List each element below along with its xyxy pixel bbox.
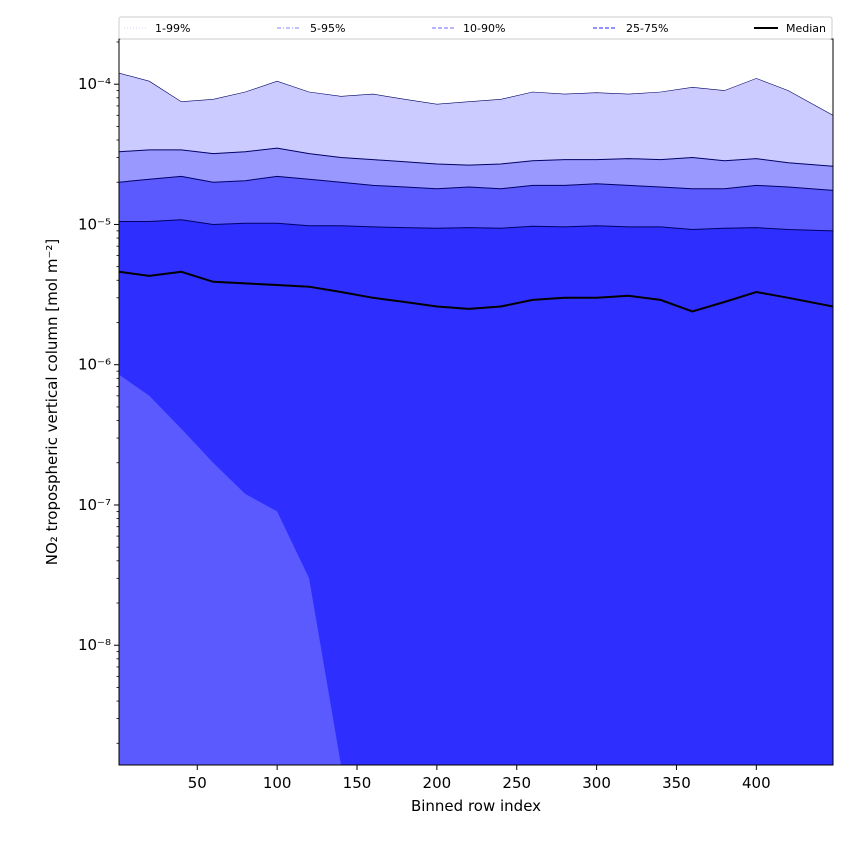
line-5-95-upper	[119, 147, 833, 167]
y-tick-label: 10⁻⁶	[78, 356, 111, 374]
x-axis: 50 100 150 200 250 300 350 400	[188, 765, 771, 792]
x-tick-label: 200	[423, 774, 452, 792]
line-group	[119, 72, 833, 313]
x-tick-label: 350	[662, 774, 691, 792]
legend: 1-99% 5-95% 10-90% 25-75% Median	[118, 16, 833, 40]
x-tick-label: 50	[188, 774, 207, 792]
line-25-75-upper	[119, 219, 833, 232]
y-tick-label: 10⁻⁷	[78, 496, 111, 514]
median-line	[119, 270, 833, 313]
legend-label: 25-75%	[626, 22, 668, 35]
x-tick-label: 300	[582, 774, 611, 792]
x-axis-title: Binned row index	[411, 797, 541, 815]
legend-label: Median	[786, 22, 826, 35]
x-tick-label: 250	[502, 774, 531, 792]
y-tick-label: 10⁻⁴	[78, 75, 111, 93]
y-tick-label: 10⁻⁵	[78, 215, 111, 233]
y-axis-title: NO₂ tropospheric vertical column [mol m⁻…	[43, 239, 61, 565]
x-tick-label: 150	[343, 774, 372, 792]
legend-label: 10-90%	[463, 22, 505, 35]
legend-label: 1-99%	[155, 22, 190, 35]
x-tick-label: 100	[263, 774, 292, 792]
legend-box	[118, 16, 833, 40]
band-25-75-area	[119, 219, 833, 765]
legend-label: 5-95%	[310, 22, 345, 35]
line-1-99-upper	[119, 72, 833, 116]
x-tick-label: 400	[742, 774, 771, 792]
band-group	[119, 73, 833, 765]
line-10-90-upper	[119, 175, 833, 191]
y-axis: 10⁻⁸ 10⁻⁷ 10⁻⁶ 10⁻⁵ 10⁻⁴	[78, 41, 119, 744]
y-tick-label: 10⁻⁸	[78, 636, 111, 654]
